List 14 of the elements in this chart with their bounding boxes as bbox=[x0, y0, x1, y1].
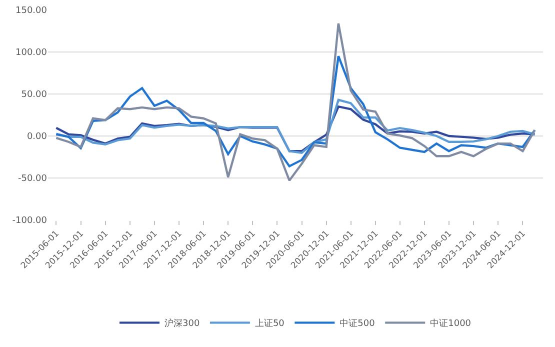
y-tick-label: -50.00 bbox=[18, 174, 48, 184]
y-tick-label: -100.00 bbox=[12, 216, 48, 226]
y-tick-label: 100.00 bbox=[16, 48, 48, 58]
legend-label: 上证50 bbox=[254, 318, 285, 330]
y-tick-label: 150.00 bbox=[16, 6, 48, 16]
y-tick-label: 50.00 bbox=[21, 90, 48, 100]
line-series bbox=[55, 55, 536, 168]
legend-label: 沪深300 bbox=[164, 318, 200, 330]
line-series bbox=[55, 22, 536, 182]
line-series bbox=[55, 98, 536, 154]
y-tick-label: 0.00 bbox=[26, 132, 48, 142]
legend-label: 中证1000 bbox=[430, 318, 472, 330]
legend-label: 中证500 bbox=[340, 318, 376, 330]
line-series bbox=[55, 106, 536, 152]
